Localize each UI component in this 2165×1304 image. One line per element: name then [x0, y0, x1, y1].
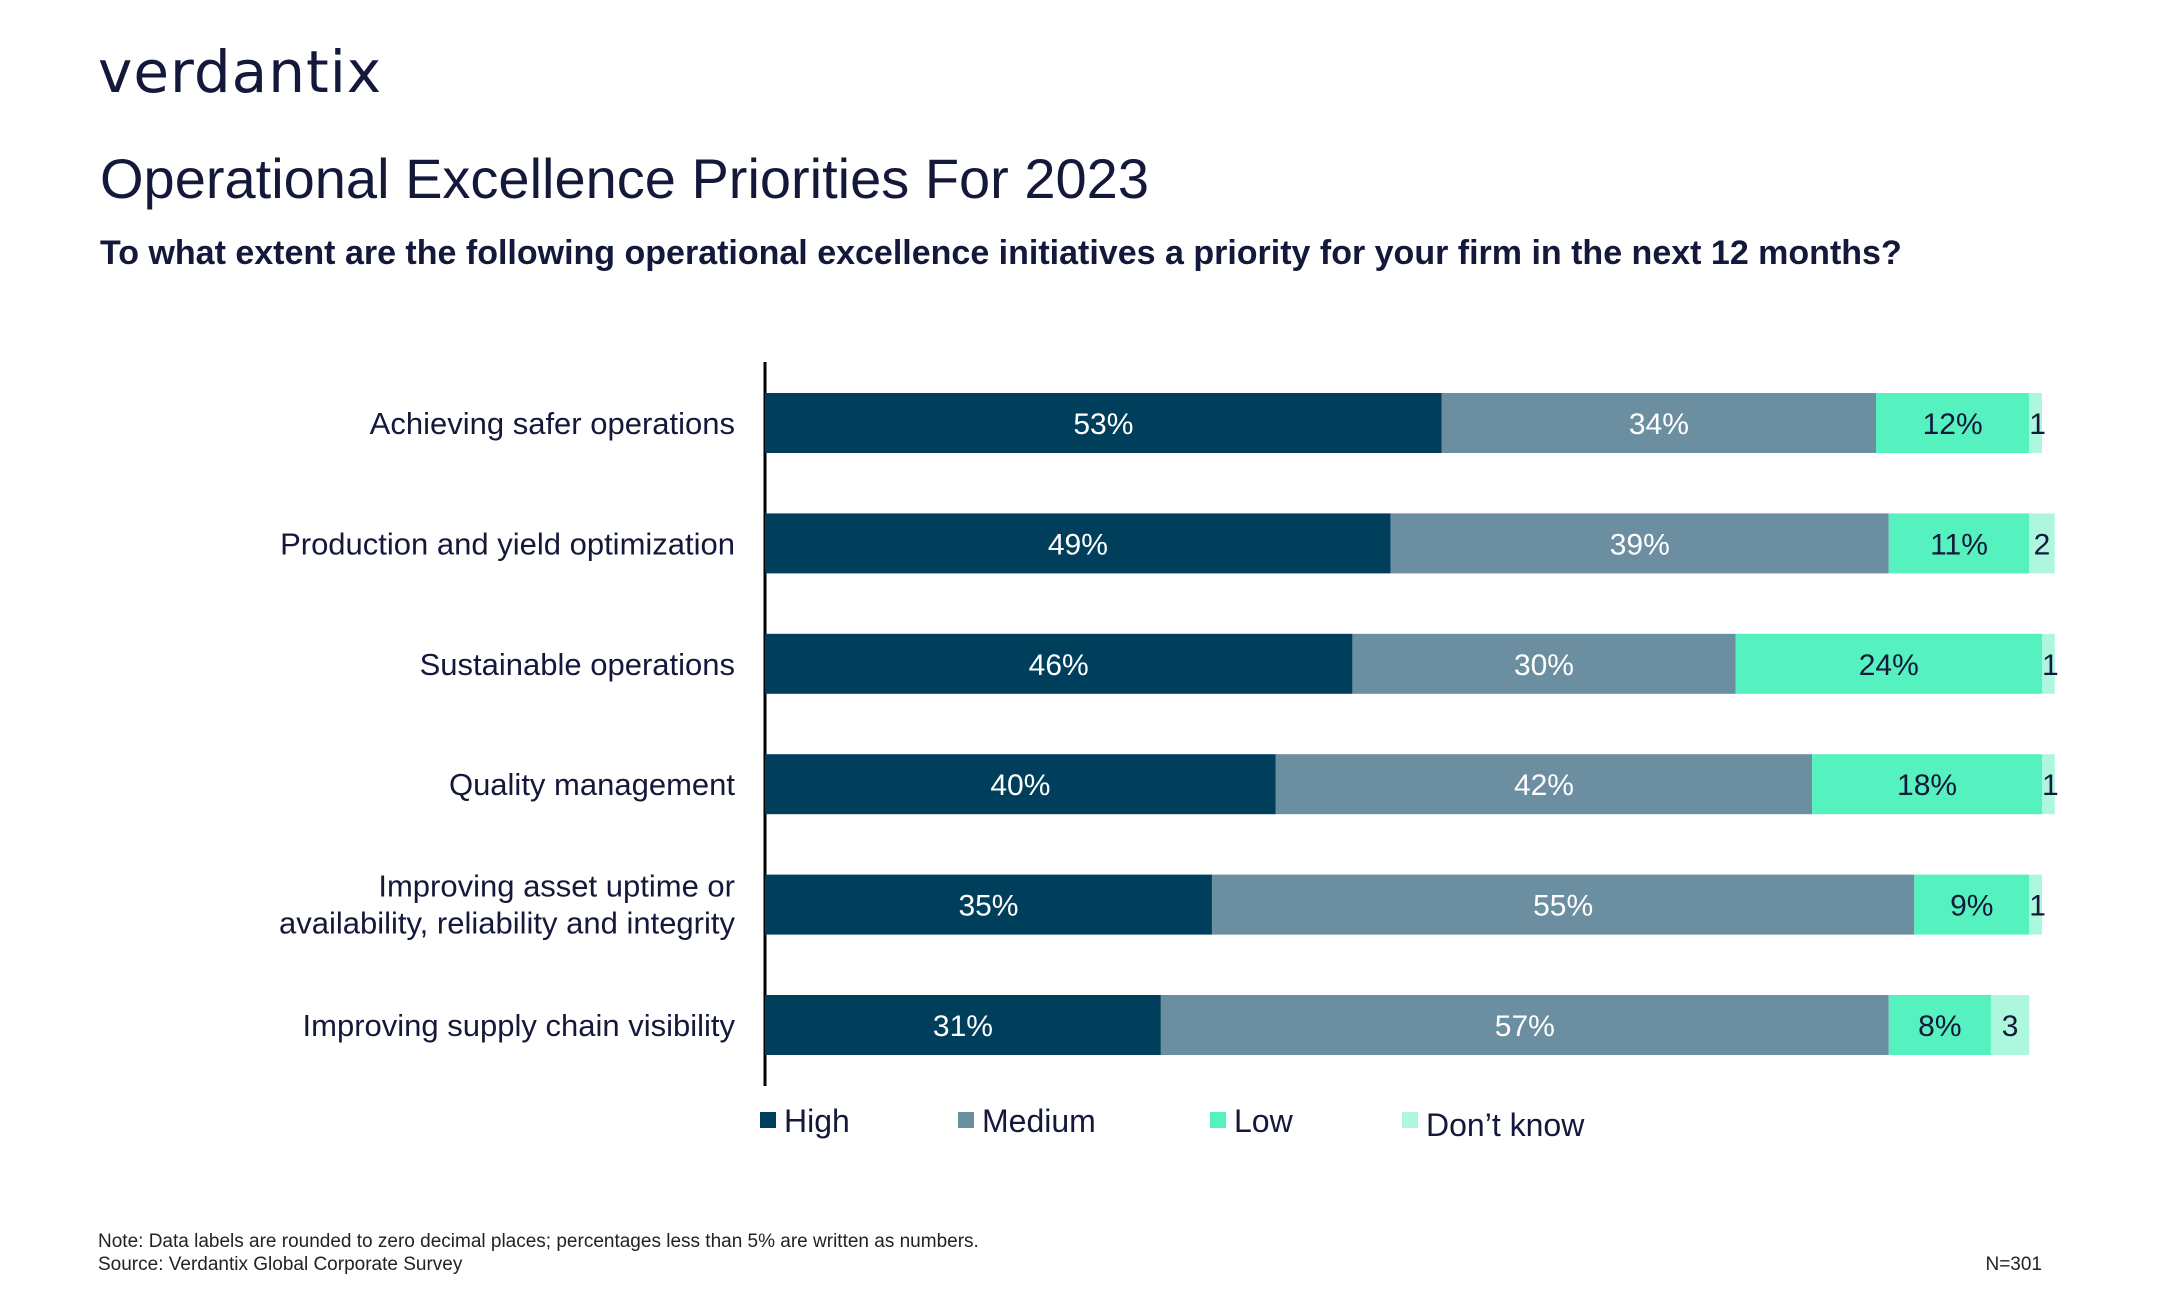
- bar-segment-low: [1914, 874, 2030, 935]
- data-label: 40%: [990, 769, 1050, 802]
- footer-note: Note: Data labels are rounded to zero de…: [98, 1231, 979, 1252]
- bar-segment-don-t-know: [2042, 633, 2055, 694]
- bar-segment-low: [1888, 995, 1991, 1055]
- bar-segment-high: [765, 513, 1391, 574]
- legend-swatch: [958, 1112, 974, 1128]
- data-label: 30%: [1514, 649, 1574, 682]
- data-label: 39%: [1610, 528, 1670, 561]
- bar-segment-medium: [1211, 874, 1915, 935]
- bar-segment-high: [765, 995, 1161, 1055]
- bar-segment-medium: [1390, 513, 1889, 574]
- data-label: 1: [2029, 890, 2046, 923]
- data-label: 1: [2042, 769, 2059, 802]
- bar-segment-low: [1875, 393, 2030, 453]
- bar-segment-high: [765, 633, 1353, 694]
- legend-label: Low: [1234, 1103, 1294, 1139]
- legend-swatch: [1210, 1112, 1226, 1128]
- bar-segment-don-t-know: [2029, 393, 2042, 453]
- bar-segment-don-t-know: [2029, 874, 2042, 935]
- data-label: 18%: [1897, 769, 1957, 802]
- data-label: 46%: [1029, 649, 1089, 682]
- sample-size: N=301: [1985, 1254, 2042, 1275]
- data-label: 49%: [1048, 528, 1108, 561]
- legend-swatch: [760, 1112, 776, 1128]
- bar-segment-medium: [1160, 995, 1889, 1055]
- chart-subtitle: To what extent are the following operati…: [100, 234, 1902, 272]
- bar-segment-medium: [1352, 633, 1736, 694]
- category-label: Achieving safer operations: [370, 406, 735, 441]
- data-label: 9%: [1950, 890, 1993, 923]
- legend-swatch: [1402, 1112, 1418, 1128]
- bar-segment-low: [1735, 633, 2042, 694]
- data-label: 11%: [1930, 528, 1988, 561]
- footer-source: Source: Verdantix Global Corporate Surve…: [98, 1254, 463, 1275]
- bar-segment-don-t-know: [1990, 995, 2030, 1055]
- category-label: Improving supply chain visibility: [303, 1008, 736, 1043]
- bar-segment-low: [1812, 754, 2042, 815]
- data-label: 8%: [1918, 1010, 1961, 1043]
- chart-title: Operational Excellence Priorities For 20…: [100, 147, 1149, 210]
- legend-label: Don’t know: [1426, 1107, 1585, 1143]
- legend-label: High: [784, 1103, 850, 1139]
- bar-segment-low: [1888, 513, 2030, 574]
- bar-segment-high: [765, 754, 1276, 815]
- data-label: 1: [2042, 649, 2059, 682]
- category-label: Sustainable operations: [420, 647, 735, 682]
- data-label: 1: [2029, 408, 2046, 441]
- data-label: 2: [2034, 528, 2051, 561]
- data-label: 55%: [1533, 890, 1593, 923]
- category-label: Quality management: [449, 767, 735, 802]
- data-label: 31%: [933, 1010, 993, 1043]
- bar-segment-medium: [1275, 754, 1813, 815]
- category-label: Production and yield optimization: [280, 526, 735, 561]
- bar-segment-don-t-know: [2042, 754, 2055, 815]
- data-label: 3: [2002, 1010, 2019, 1043]
- data-label: 24%: [1859, 649, 1919, 682]
- data-label: 34%: [1629, 408, 1689, 441]
- data-label: 53%: [1073, 408, 1133, 441]
- category-label: Improving asset uptime or availability, r…: [279, 869, 736, 941]
- data-label: 42%: [1514, 769, 1574, 802]
- bar-segment-medium: [1441, 393, 1876, 453]
- data-label: 35%: [958, 890, 1018, 923]
- data-label: 12%: [1923, 408, 1983, 441]
- bar-segment-high: [765, 393, 1442, 453]
- verdantix-logo: verdantix: [98, 38, 383, 106]
- legend-label: Medium: [982, 1103, 1096, 1139]
- data-label: 57%: [1495, 1010, 1555, 1043]
- bar-segment-don-t-know: [2029, 513, 2055, 574]
- bar-segment-high: [765, 874, 1212, 935]
